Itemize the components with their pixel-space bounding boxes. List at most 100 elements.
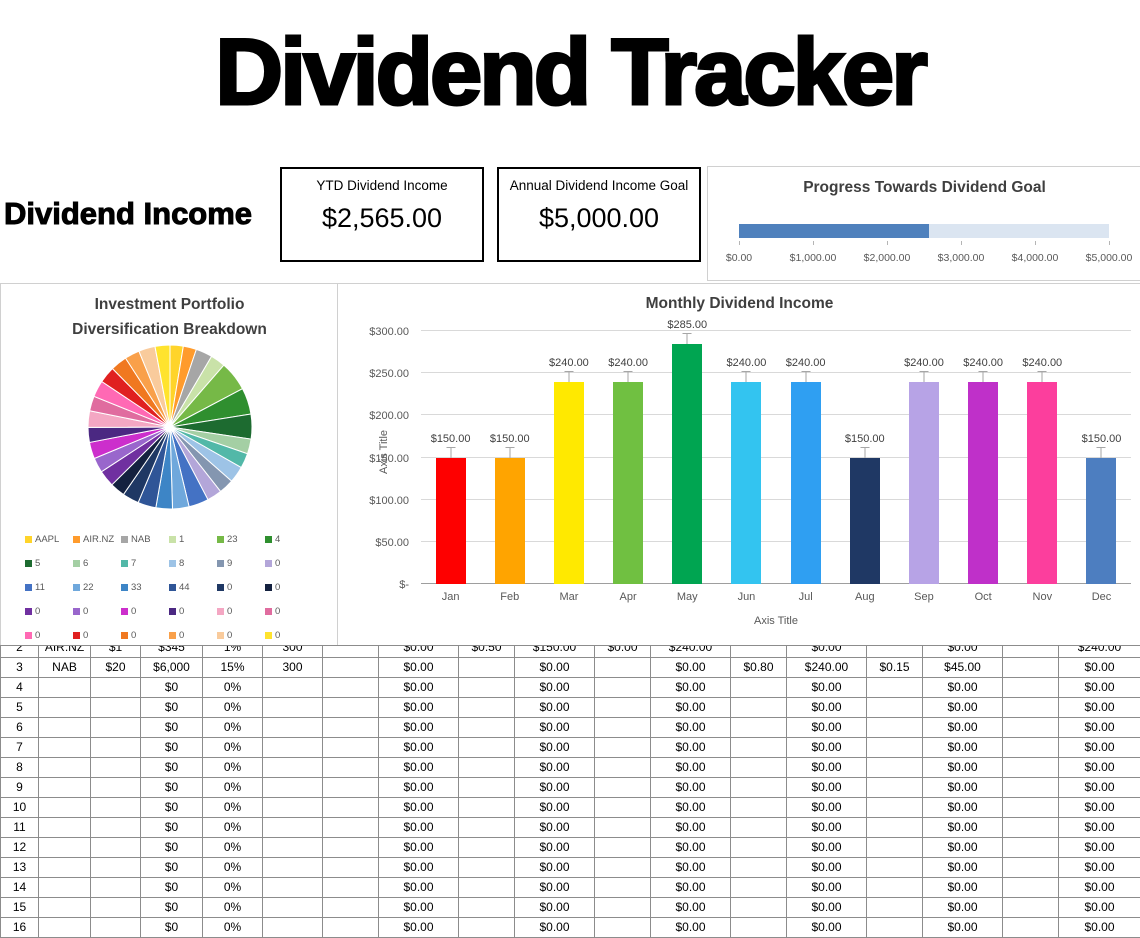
sheet-cell[interactable]	[867, 778, 923, 798]
sheet-cell[interactable]	[263, 858, 323, 878]
sheet-cell[interactable]	[263, 678, 323, 698]
sheet-cell[interactable]: $150.00	[515, 646, 595, 658]
sheet-cell[interactable]	[263, 838, 323, 858]
sheet-cell[interactable]	[459, 778, 515, 798]
sheet-cell[interactable]: $0.00	[515, 818, 595, 838]
sheet-cell[interactable]	[595, 798, 651, 818]
sheet-cell[interactable]	[39, 798, 91, 818]
sheet-cell[interactable]: $0.00	[1059, 738, 1140, 758]
sheet-cell[interactable]	[867, 698, 923, 718]
sheet-cell[interactable]	[595, 878, 651, 898]
sheet-cell[interactable]	[731, 838, 787, 858]
sheet-cell[interactable]	[323, 718, 379, 738]
sheet-cell[interactable]: 0%	[203, 898, 263, 918]
sheet-cell[interactable]	[39, 758, 91, 778]
sheet-cell[interactable]	[1003, 878, 1059, 898]
sheet-cell[interactable]	[39, 838, 91, 858]
row-number[interactable]: 12	[1, 838, 39, 858]
sheet-cell[interactable]	[263, 818, 323, 838]
sheet-cell[interactable]: $0.00	[515, 838, 595, 858]
sheet-cell[interactable]	[323, 918, 379, 938]
sheet-cell[interactable]	[323, 778, 379, 798]
sheet-cell[interactable]	[91, 878, 141, 898]
sheet-cell[interactable]	[323, 878, 379, 898]
row-number[interactable]: 16	[1, 918, 39, 938]
sheet-cell[interactable]: $0.00	[787, 918, 867, 938]
row-number[interactable]: 11	[1, 818, 39, 838]
sheet-cell[interactable]: $0.00	[787, 778, 867, 798]
row-number[interactable]: 14	[1, 878, 39, 898]
sheet-cell[interactable]: $6,000	[141, 658, 203, 678]
sheet-cell[interactable]: $0.00	[923, 646, 1003, 658]
row-number[interactable]: 3	[1, 658, 39, 678]
sheet-cell[interactable]: $0.00	[379, 918, 459, 938]
sheet-cell[interactable]: $0.00	[651, 778, 731, 798]
sheet-cell[interactable]	[91, 778, 141, 798]
sheet-cell[interactable]: 0%	[203, 838, 263, 858]
sheet-cell[interactable]: $0	[141, 698, 203, 718]
sheet-cell[interactable]: $0.00	[787, 738, 867, 758]
sheet-cell[interactable]	[731, 778, 787, 798]
sheet-cell[interactable]: $0.00	[787, 698, 867, 718]
sheet-cell[interactable]: $0.80	[731, 658, 787, 678]
sheet-cell[interactable]	[263, 758, 323, 778]
sheet-cell[interactable]: 0%	[203, 678, 263, 698]
sheet-cell[interactable]: $0.00	[651, 898, 731, 918]
sheet-cell[interactable]	[323, 658, 379, 678]
sheet-cell[interactable]: $0.00	[787, 858, 867, 878]
sheet-cell[interactable]	[595, 758, 651, 778]
sheet-cell[interactable]: $0.00	[515, 738, 595, 758]
sheet-cell[interactable]	[39, 898, 91, 918]
sheet-cell[interactable]	[91, 698, 141, 718]
sheet-cell[interactable]: AIR.NZ	[39, 646, 91, 658]
sheet-cell[interactable]	[91, 858, 141, 878]
sheet-cell[interactable]: $0.00	[651, 818, 731, 838]
sheet-cell[interactable]: $0.00	[923, 758, 1003, 778]
sheet-cell[interactable]	[867, 798, 923, 818]
sheet-cell[interactable]	[867, 878, 923, 898]
sheet-cell[interactable]	[263, 698, 323, 718]
sheet-cell[interactable]	[459, 658, 515, 678]
sheet-cell[interactable]: 0%	[203, 698, 263, 718]
sheet-cell[interactable]: $0.00	[923, 878, 1003, 898]
sheet-cell[interactable]	[323, 898, 379, 918]
sheet-cell[interactable]: 300	[263, 658, 323, 678]
sheet-cell[interactable]	[323, 818, 379, 838]
sheet-cell[interactable]: $0.00	[1059, 678, 1140, 698]
sheet-cell[interactable]: $0.00	[379, 858, 459, 878]
sheet-cell[interactable]	[867, 918, 923, 938]
sheet-cell[interactable]	[731, 758, 787, 778]
sheet-cell[interactable]: $0	[141, 918, 203, 938]
sheet-cell[interactable]	[1003, 918, 1059, 938]
row-number[interactable]: 15	[1, 898, 39, 918]
sheet-cell[interactable]: $0	[141, 678, 203, 698]
sheet-cell[interactable]: $0	[141, 838, 203, 858]
sheet-cell[interactable]	[459, 858, 515, 878]
sheet-cell[interactable]: $0.00	[379, 658, 459, 678]
sheet-cell[interactable]	[867, 818, 923, 838]
sheet-cell[interactable]: $240.00	[1059, 646, 1140, 658]
sheet-cell[interactable]	[459, 738, 515, 758]
sheet-cell[interactable]	[867, 838, 923, 858]
sheet-cell[interactable]	[91, 678, 141, 698]
sheet-cell[interactable]	[323, 646, 379, 658]
sheet-cell[interactable]: $0.00	[379, 818, 459, 838]
sheet-cell[interactable]	[867, 898, 923, 918]
sheet-cell[interactable]: 0%	[203, 858, 263, 878]
sheet-cell[interactable]	[1003, 758, 1059, 778]
sheet-cell[interactable]	[263, 918, 323, 938]
sheet-cell[interactable]	[595, 858, 651, 878]
sheet-cell[interactable]: $0.00	[923, 718, 1003, 738]
sheet-cell[interactable]: $0.00	[515, 718, 595, 738]
sheet-cell[interactable]	[595, 738, 651, 758]
sheet-cell[interactable]: $0.00	[515, 898, 595, 918]
sheet-cell[interactable]: $0.00	[379, 898, 459, 918]
sheet-cell[interactable]: $0	[141, 778, 203, 798]
sheet-cell[interactable]: $0.00	[651, 918, 731, 938]
sheet-cell[interactable]: $0.00	[379, 758, 459, 778]
sheet-cell[interactable]: $0	[141, 798, 203, 818]
row-number[interactable]: 7	[1, 738, 39, 758]
sheet-cell[interactable]	[459, 718, 515, 738]
sheet-cell[interactable]: $0	[141, 718, 203, 738]
sheet-cell[interactable]	[867, 738, 923, 758]
